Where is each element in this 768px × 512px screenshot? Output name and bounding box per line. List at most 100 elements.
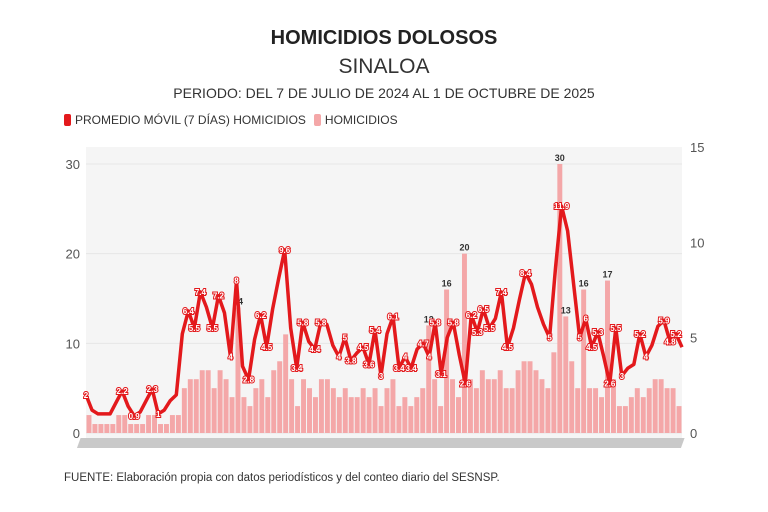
line-data-label: 3.1 [436, 370, 448, 379]
bar [128, 424, 134, 433]
line-data-label: 5 [343, 334, 348, 343]
bar [277, 361, 283, 433]
bar [193, 379, 199, 433]
legend-swatch-moving-average [64, 114, 71, 126]
bar [545, 388, 551, 433]
line-data-label: 5.2 [634, 330, 646, 339]
bar [366, 397, 372, 433]
bar [658, 379, 664, 433]
legend-label-homicides: HOMICIDIOS [324, 113, 398, 127]
line-data-label: 0.9 [129, 412, 141, 421]
bar [289, 379, 295, 433]
line-data-label: 3 [620, 372, 625, 381]
bar [551, 352, 557, 433]
bar [610, 379, 616, 433]
bar [354, 397, 360, 433]
bar [98, 424, 104, 433]
x-axis-tick-labels [76, 438, 685, 448]
line-data-label: 5.5 [189, 324, 201, 333]
bar [467, 379, 473, 433]
line-data-label: 6.1 [387, 313, 399, 322]
bar [324, 379, 330, 433]
bar [169, 415, 175, 433]
moving-average-line [84, 204, 684, 418]
bar [348, 397, 354, 433]
bar-data-label: 20 [459, 243, 469, 253]
bar-data-label: 30 [555, 153, 565, 163]
bar [634, 388, 640, 433]
bar [414, 397, 420, 433]
line-data-label: 6.4 [183, 307, 195, 316]
bar [384, 388, 390, 433]
line-data-label: 5.3 [472, 328, 484, 337]
bar [259, 379, 265, 433]
bar [420, 388, 426, 433]
bar [622, 406, 628, 433]
bar [456, 397, 461, 433]
bar-data-label: 17 [602, 270, 612, 280]
line-data-label: 11.9 [554, 202, 570, 211]
bar [307, 388, 312, 433]
bar [652, 379, 658, 433]
bar-data-label: 16 [579, 279, 589, 289]
bar [676, 406, 682, 433]
bar [581, 289, 587, 433]
bar [140, 424, 146, 433]
bar [199, 370, 205, 433]
bar [247, 406, 253, 433]
line-data-label: 7.4 [195, 288, 207, 297]
line-data-label: 5.4 [369, 326, 381, 335]
line-data-label: 5 [547, 334, 552, 343]
bar [318, 379, 324, 433]
chart-subtitle: SINALOA [338, 55, 430, 78]
bar [491, 379, 497, 433]
chart-title: HOMICIDIOS DOLOSOS [270, 27, 498, 49]
bar [575, 388, 581, 433]
bar [336, 397, 342, 433]
bar [86, 415, 92, 433]
bar-data-label: 12 [424, 314, 434, 324]
line-data-label: 5.5 [207, 324, 219, 333]
bar [330, 388, 336, 433]
right-axis-tick-label: 5 [690, 331, 697, 346]
bar [408, 406, 414, 433]
line-data-label: 4 [337, 353, 342, 362]
bar [432, 379, 438, 433]
bar [396, 406, 402, 433]
line-data-label: 3.4 [406, 364, 418, 373]
bar [539, 379, 545, 433]
bar [360, 388, 366, 433]
bar [265, 397, 271, 433]
bar [450, 379, 456, 433]
right-axis-tick-label: 15 [690, 140, 704, 155]
line-data-label: 2.3 [147, 385, 159, 394]
bar [229, 397, 235, 433]
line-data-label: 3.6 [363, 360, 375, 369]
line-data-label: 9.6 [279, 246, 291, 255]
line-data-label: 3 [379, 372, 384, 381]
bar [628, 397, 634, 433]
legend-swatch-homicides [313, 114, 321, 126]
line-data-label: 2 [84, 391, 89, 400]
line-data-label: 4.8 [664, 337, 676, 346]
source-note: FUENTE: Elaboración propia con datos per… [64, 472, 500, 484]
left-axis-tick-label: 0 [73, 426, 80, 441]
bar [116, 415, 122, 433]
bar [283, 334, 289, 433]
bar [110, 424, 116, 433]
bar [640, 397, 646, 433]
line-data-label: 8.4 [520, 269, 532, 278]
bar [122, 415, 128, 433]
bar [217, 370, 223, 433]
line-data-label: 6 [583, 315, 588, 324]
bar [134, 424, 140, 433]
line-data-label: 3.8 [345, 357, 357, 366]
bar [444, 289, 450, 433]
bar [473, 388, 479, 433]
bar [485, 379, 491, 433]
bar [563, 316, 569, 433]
bar [438, 406, 444, 433]
left-axis-tick-label: 30 [66, 157, 80, 172]
line-data-label: 3.4 [393, 364, 405, 373]
